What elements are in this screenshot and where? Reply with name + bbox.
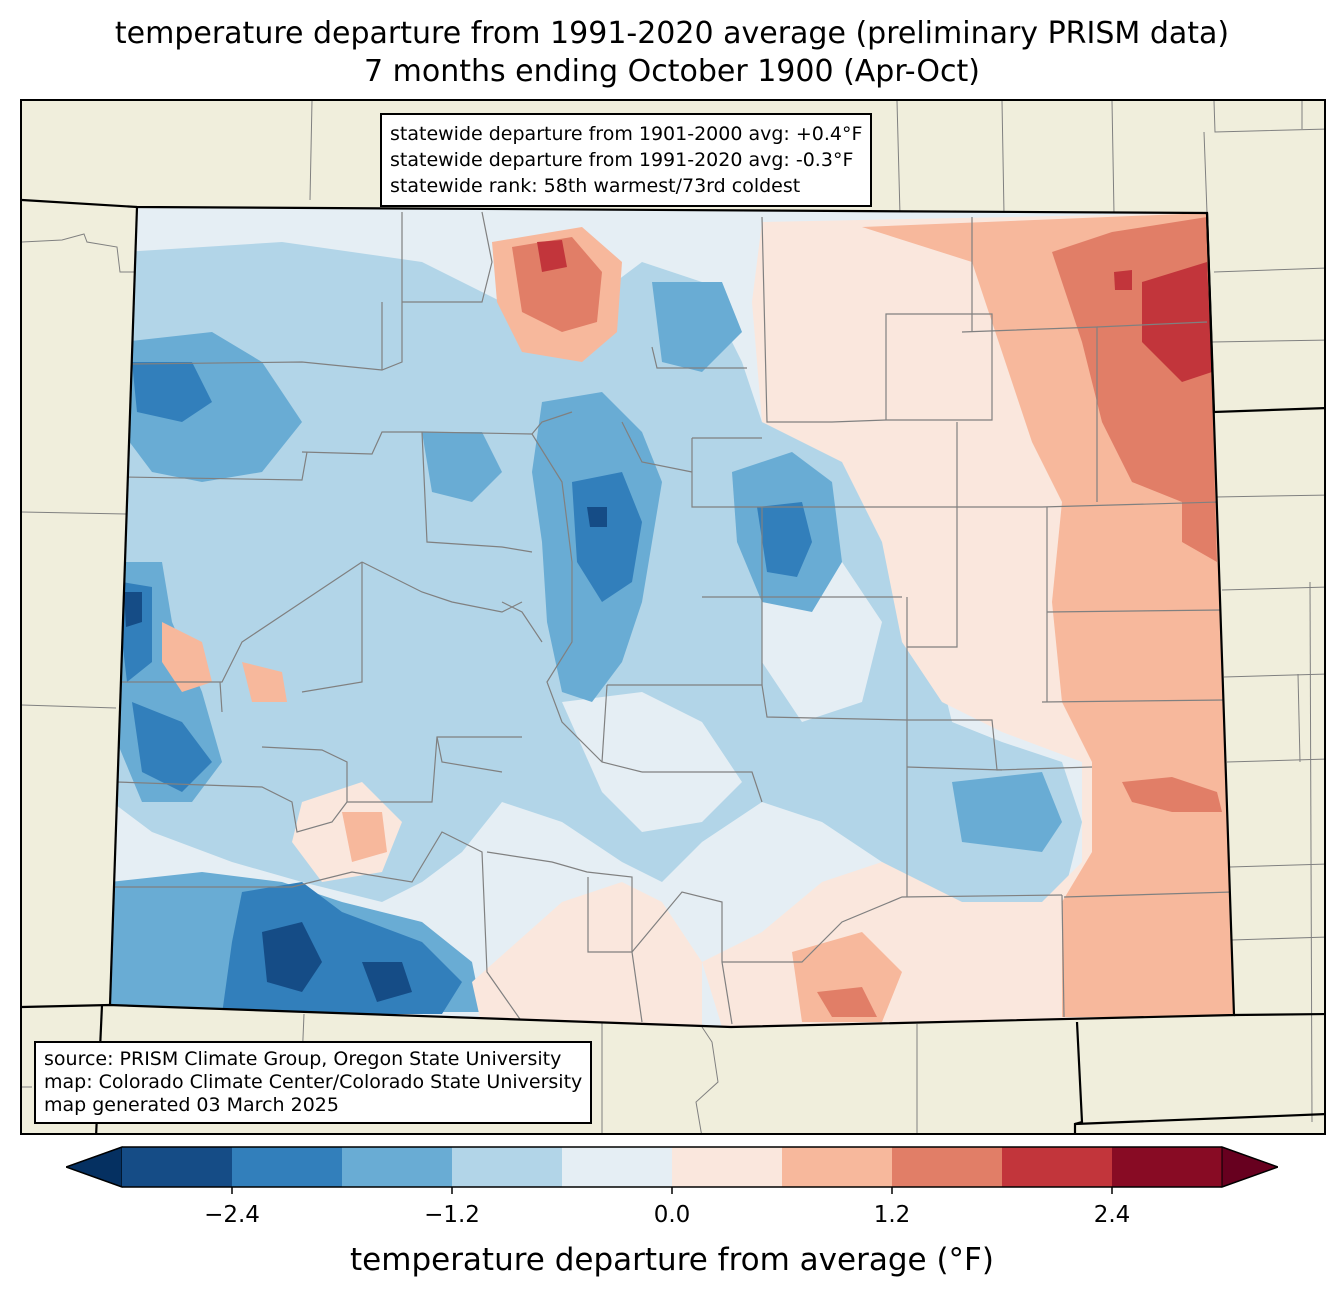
colorbar-outline bbox=[66, 1146, 1278, 1188]
statewide-stats-box: statewide departure from 1901-2000 avg: … bbox=[380, 113, 873, 207]
map-credit-line: map: Colorado Climate Center/Colorado St… bbox=[44, 1071, 583, 1093]
colorbar-segment bbox=[1112, 1147, 1223, 1187]
colorbar-segment bbox=[1002, 1147, 1113, 1187]
neighbor-state-borders bbox=[22, 101, 1324, 1133]
temperature-departure-field bbox=[110, 207, 1234, 1027]
colorbar-segment bbox=[232, 1147, 343, 1187]
stats-departure-1991-2020: statewide departure from 1991-2020 avg: … bbox=[390, 149, 854, 171]
county-boundaries bbox=[112, 211, 1233, 1025]
colorbar-ticks: −2.4 −1.2 0.0 1.2 2.4 bbox=[204, 1187, 1130, 1228]
colorbar-tick-label: 2.4 bbox=[1094, 1202, 1131, 1228]
colorbar-tick-label: 1.2 bbox=[874, 1202, 911, 1228]
source-line: source: PRISM Climate Group, Oregon Stat… bbox=[44, 1048, 562, 1070]
colorbar-segments bbox=[66, 1146, 1278, 1188]
map-title-line-1: temperature departure from 1991-2020 ave… bbox=[114, 16, 1230, 51]
colorbar-segment bbox=[892, 1147, 1003, 1187]
stats-rank: statewide rank: 58th warmest/73rd coldes… bbox=[390, 175, 801, 197]
colorbar-segment bbox=[782, 1147, 893, 1187]
map-generated-line: map generated 03 March 2025 bbox=[44, 1094, 339, 1116]
colorado-map-panel: statewide departure from 1901-2000 avg: … bbox=[20, 99, 1326, 1135]
colorbar-tick-label: 0.0 bbox=[654, 1202, 691, 1228]
colorbar-segment bbox=[342, 1147, 453, 1187]
colorbar-overflow-triangle bbox=[1221, 1146, 1278, 1188]
colorbar-segment bbox=[562, 1147, 673, 1187]
map-title-line-2: 7 months ending October 1900 (Apr-Oct) bbox=[364, 54, 980, 89]
colorbar-segment bbox=[452, 1147, 563, 1187]
colorbar-label: temperature departure from average (°F) bbox=[350, 1242, 994, 1278]
colorbar: −2.4 −1.2 0.0 1.2 2.4 bbox=[66, 1146, 1278, 1228]
colorbar-segment bbox=[122, 1147, 233, 1187]
source-credit-box: source: PRISM Climate Group, Oregon Stat… bbox=[34, 1041, 593, 1124]
stats-departure-1901-2000: statewide departure from 1901-2000 avg: … bbox=[390, 123, 863, 145]
colorbar-tick-label: −2.4 bbox=[204, 1202, 260, 1228]
colorbar-tick-label: −1.2 bbox=[424, 1202, 480, 1228]
colorbar-segment bbox=[672, 1147, 783, 1187]
colorbar-underflow-triangle bbox=[66, 1146, 123, 1188]
map-canvas bbox=[22, 101, 1324, 1133]
